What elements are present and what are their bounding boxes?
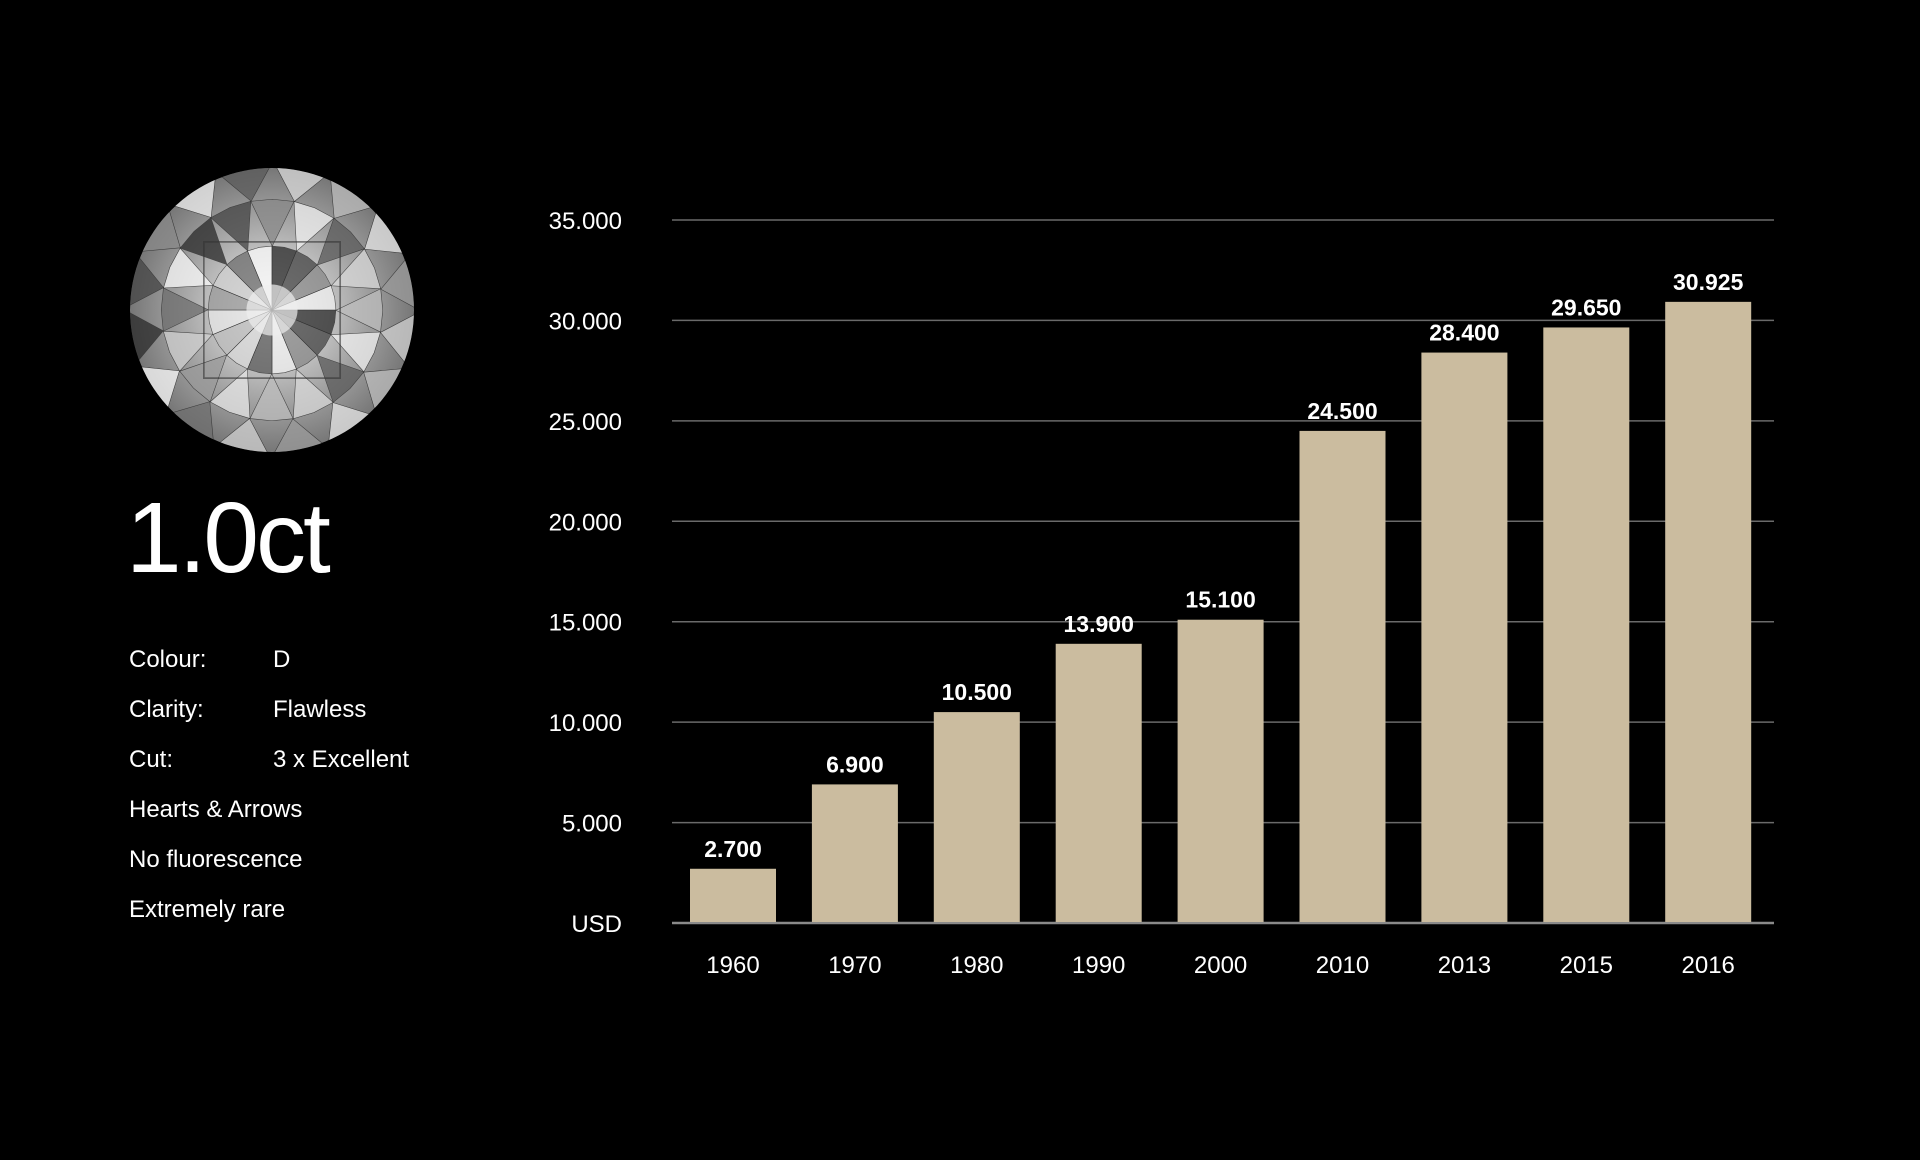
bar-2015: [1543, 327, 1630, 922]
value-label: 24.500: [1307, 398, 1377, 424]
x-tick-label: 2010: [1316, 952, 1369, 979]
x-tick-label: 1990: [1072, 952, 1125, 979]
value-label: 6.900: [826, 751, 884, 777]
y-tick-label: 5.000: [562, 811, 622, 838]
x-tick-label: 2015: [1560, 952, 1613, 979]
value-label: 2.700: [704, 836, 762, 862]
value-label: 15.100: [1185, 587, 1255, 613]
y-tick-label: 35.000: [549, 208, 622, 235]
value-label: 13.900: [1064, 611, 1134, 637]
spec-label: Cut:: [129, 746, 174, 773]
value-label: 10.500: [942, 679, 1012, 705]
spec-value: D: [273, 646, 291, 673]
y-tick-label: USD: [571, 911, 622, 938]
spec-label: Clarity:: [129, 696, 204, 723]
bar-2013: [1421, 352, 1508, 923]
y-tick-label: 15.000: [549, 610, 622, 637]
bar-2016: [1665, 301, 1752, 923]
spec-row: Clarity: Flawless: [129, 695, 366, 725]
bar-2010: [1299, 430, 1386, 922]
y-tick-label: 10.000: [549, 710, 622, 737]
diamond-image: [130, 168, 414, 452]
y-tick-label: 25.000: [549, 409, 622, 436]
x-tick-label: 1980: [950, 952, 1003, 979]
spec-row: No fluorescence: [129, 845, 302, 875]
spec-row: Extremely rare: [129, 895, 285, 925]
bar-1970: [811, 784, 898, 922]
value-label: 29.650: [1551, 294, 1621, 320]
value-label: 30.925: [1673, 269, 1744, 295]
x-tick-label: 2000: [1194, 952, 1247, 979]
x-tick-label: 1960: [706, 952, 759, 979]
y-tick-label: 20.000: [549, 509, 622, 536]
bar-1990: [1055, 643, 1142, 922]
spec-row: Cut: 3 x Excellent: [129, 745, 409, 775]
spec-label: Hearts & Arrows: [129, 796, 303, 823]
bar-1980: [933, 712, 1020, 922]
bar-2000: [1177, 619, 1264, 922]
bar-1960: [690, 868, 776, 922]
spec-row: Colour: D: [129, 645, 290, 675]
spec-value: 3 x Excellent: [273, 746, 410, 773]
spec-label: Colour:: [129, 646, 207, 673]
x-tick-label: 2013: [1438, 952, 1491, 979]
spec-label: No fluorescence: [129, 846, 303, 873]
spec-row: Hearts & Arrows: [129, 795, 302, 825]
y-tick-label: 30.000: [549, 308, 622, 335]
x-tick-label: 2016: [1682, 952, 1735, 979]
spec-label: Extremely rare: [129, 896, 286, 923]
carat-weight: 1.0ct: [126, 482, 331, 594]
spec-value: Flawless: [273, 696, 367, 723]
value-label: 28.400: [1429, 320, 1499, 346]
x-tick-label: 1970: [828, 952, 881, 979]
